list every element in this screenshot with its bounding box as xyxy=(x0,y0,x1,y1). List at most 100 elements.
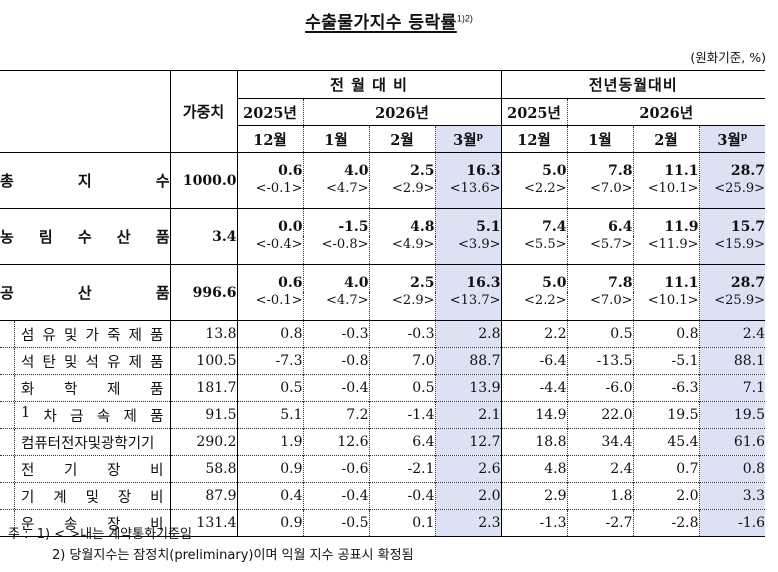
yoy-month-1: 1월 xyxy=(566,125,633,153)
label-char: 공 xyxy=(0,284,14,302)
label-char: 품 xyxy=(150,327,164,344)
label-char: 림 xyxy=(38,228,53,246)
label-char: 품 xyxy=(155,284,170,302)
value-cell: -6.0 xyxy=(566,374,633,402)
value-cell: -4.4 xyxy=(500,374,567,402)
value-cell: 16.3 xyxy=(434,152,501,180)
contract-currency-cell: <7.0> xyxy=(566,292,633,321)
label-char: 제 xyxy=(107,381,121,398)
value-cell: 5.1 xyxy=(434,208,501,236)
contract-currency-cell: <4.7> xyxy=(302,292,369,321)
value-cell: 5.0 xyxy=(500,264,567,292)
value-cell: 2.0 xyxy=(632,482,699,510)
label-char: 장 xyxy=(107,462,121,479)
label-header-blank xyxy=(0,70,170,153)
value-cell: 0.6 xyxy=(236,264,303,292)
contract-currency-cell: <2.2> xyxy=(500,292,567,321)
value-cell: 5.1 xyxy=(236,401,303,429)
table-row-contract: <-0.4> <-0.8> <4.9> <3.9> <5.5> <5.7> <11.9> <1… xyxy=(0,236,765,265)
value-cell: -0.4 xyxy=(302,482,369,510)
value-cell: 4.0 xyxy=(302,264,369,292)
value-cell: -2.7 xyxy=(566,509,633,537)
contract-currency-cell: <4.7> xyxy=(302,180,369,209)
value-cell: 19.5 xyxy=(698,401,765,429)
contract-currency-cell: <25.9> xyxy=(698,292,765,321)
value-cell: 12.6 xyxy=(302,428,369,456)
value-cell: 0.8 xyxy=(698,455,765,483)
label-char: 비 xyxy=(150,489,164,506)
footnote-1: 주 : 1) < >내는 계약통화기준임 xyxy=(8,527,192,542)
value-cell: -1.5 xyxy=(302,208,369,236)
value-cell: 15.7 xyxy=(698,208,765,236)
label-char: 비 xyxy=(150,462,164,479)
label-char: 및 xyxy=(64,354,78,371)
contract-currency-cell: <-0.4> xyxy=(236,236,303,265)
label-char: 운 xyxy=(21,516,35,533)
label-char: 및 xyxy=(85,489,99,506)
value-cell: 11.1 xyxy=(632,264,699,292)
table-row: 컴퓨터전자및광학기기 290.2 1.9 12.6 6.4 12.7 18.8 34.4 45.… xyxy=(0,428,765,456)
mom-year-2025: 2025년 xyxy=(236,98,303,126)
table-row: 화 학 제 품 181.7 0.5 -0.4 0.5 13.9 -4.4 -6.0 -6.3 7.1 xyxy=(0,374,765,402)
value-cell: 0.9 xyxy=(236,509,303,537)
value-cell: 0.6 xyxy=(236,152,303,180)
label-char: 농 xyxy=(0,228,14,246)
label-char: 탄 xyxy=(42,354,56,371)
value-cell: 6.4 xyxy=(368,428,435,456)
mom-year-2026: 2026년 xyxy=(302,98,501,126)
contract-currency-cell: <-0.1> xyxy=(236,180,303,209)
value-cell: 2.9 xyxy=(500,482,567,510)
value-cell: 2.8 xyxy=(434,320,501,348)
value-cell: 0.9 xyxy=(236,455,303,483)
value-cell: 7.4 xyxy=(500,208,567,236)
value-cell: 4.8 xyxy=(500,455,567,483)
value-cell: 4.8 xyxy=(368,208,435,236)
value-cell: 14.9 xyxy=(500,401,567,429)
value-cell: -6.3 xyxy=(632,374,699,402)
value-cell: 0.1 xyxy=(368,509,435,537)
weight-cell: 91.5 xyxy=(169,401,237,429)
label-char: 유 xyxy=(42,327,56,344)
mom-group-header: 전 월 대 비 xyxy=(236,70,501,99)
value-cell: 0.5 xyxy=(566,320,633,348)
label-char: 속 xyxy=(96,408,111,425)
label-char: 품 xyxy=(155,228,170,246)
label-char: 장 xyxy=(107,516,121,533)
value-cell: 22.0 xyxy=(566,401,633,429)
label-char: 산 xyxy=(116,228,131,246)
weight-cell: 58.8 xyxy=(169,455,237,483)
label-char: 제 xyxy=(123,408,137,425)
label-char: 제 xyxy=(128,354,142,371)
table-row: 운 송 장 비 131.4 0.9 -0.5 0.1 2.3 -1.3 -2.7 -2.8 -1.6 xyxy=(0,509,765,537)
value-cell: 11.9 xyxy=(632,208,699,236)
label-char: 비 xyxy=(150,516,164,533)
value-cell: 0.0 xyxy=(236,208,303,236)
value-cell: -2.8 xyxy=(632,509,699,537)
value-cell: 7.8 xyxy=(566,152,633,180)
value-cell: -6.4 xyxy=(500,347,567,375)
header-row-group: 가중치 전 월 대 비 전년동월대비 xyxy=(0,70,765,153)
value-cell: 45.4 xyxy=(632,428,699,456)
value-cell: -0.4 xyxy=(302,374,369,402)
value-cell: -0.3 xyxy=(302,320,369,348)
label-char: 죽 xyxy=(107,327,121,344)
label-char: 송 xyxy=(64,516,78,533)
contract-currency-cell: <13.6> xyxy=(434,180,501,209)
value-cell: 2.1 xyxy=(434,401,501,429)
label-char: 산 xyxy=(77,284,92,302)
table-row: 농 림 수 산 품 3.4 0.0 -1.5 4.8 5.1 7.4 6.4 11.9 15.7 xyxy=(0,208,765,265)
value-cell: 2.4 xyxy=(566,455,633,483)
yoy-month-3: 3월p xyxy=(698,125,765,153)
table-row: 1 차 금 속 제 품 91.5 5.1 7.2 -1.4 2.1 14.9 22.0 19.5 19.5 xyxy=(0,401,765,429)
header-row-month: 12월 1월 2월 3월p 12월 1월 2월 3월p xyxy=(0,125,765,153)
value-cell: 1.8 xyxy=(566,482,633,510)
value-cell: 7.0 xyxy=(368,347,435,375)
header-row-year: 2025년 2026년 2025년 2026년 xyxy=(0,98,765,126)
contract-currency-cell: <2.2> xyxy=(500,180,567,209)
label-char: 섬 xyxy=(21,327,35,344)
label-char: 전 xyxy=(21,462,35,479)
yoy-month-2: 2월 xyxy=(632,125,699,153)
